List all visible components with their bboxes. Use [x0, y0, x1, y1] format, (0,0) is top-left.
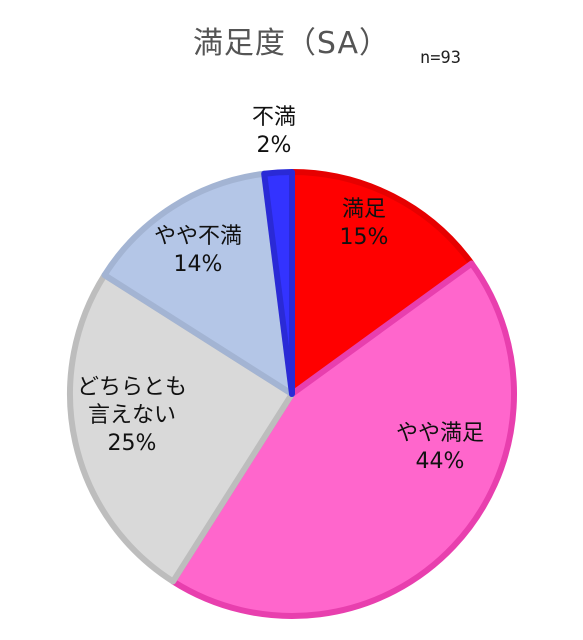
- slice-name: 不満: [252, 105, 296, 130]
- slice-percent: 15%: [340, 225, 389, 250]
- pie-slice: [289, 169, 475, 397]
- slice-percent: 44%: [416, 449, 465, 474]
- slice-label: どちらとも言えない 25%: [77, 375, 187, 456]
- slice-name: どちらとも: [77, 375, 187, 400]
- slice-label: やや満足 44%: [396, 421, 484, 474]
- slice-name: 満足: [342, 197, 386, 222]
- pie-slice: [261, 169, 295, 397]
- pie-slice: [170, 260, 517, 619]
- slice-name: 言えない: [88, 403, 176, 428]
- chart-title: 満足度（SA）: [192, 26, 391, 61]
- pie-slice: [101, 170, 295, 397]
- slice-label: やや不満 14%: [154, 224, 242, 277]
- slice-percent: 2%: [257, 133, 292, 158]
- slice-percent: 14%: [174, 252, 223, 277]
- slice-name: やや不満: [154, 224, 242, 249]
- slice-label: 不満 2%: [252, 105, 296, 158]
- sample-size-label: n=93: [420, 48, 461, 68]
- slice-label: 満足 15%: [340, 197, 389, 250]
- slice-percent: 25%: [108, 431, 157, 456]
- pie-slice: [67, 272, 295, 585]
- slice-name: やや満足: [396, 421, 484, 446]
